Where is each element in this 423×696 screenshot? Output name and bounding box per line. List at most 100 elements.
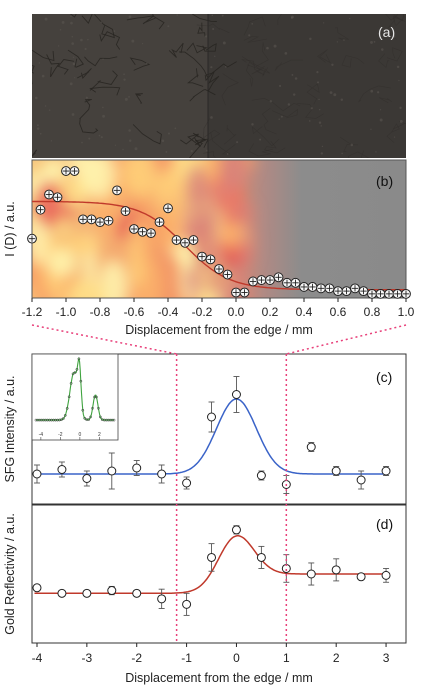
panel-d-point [331,565,341,575]
panel-d-point [231,525,241,535]
panel-b-point [103,215,114,226]
panel-b-point [86,214,97,225]
panel-d-point [107,586,117,596]
panel-b-point [78,214,88,225]
panel-c-point [57,465,67,474]
inset-point [81,408,85,412]
panel-b-point [69,166,80,176]
panel-c-point [182,478,192,488]
panel-d-frame [31,504,407,644]
inset-point [112,418,116,422]
panel-b-point [350,283,360,294]
panel-b-point [307,282,318,292]
panel-b-point [222,269,233,280]
panel-d-point [32,583,42,593]
panel-c-point [381,466,391,476]
panel-c-fit-curve [34,398,387,475]
panel-b-point [256,275,267,285]
panel-b-point [324,283,335,294]
inset-point [83,416,87,420]
panel-b-point [163,203,173,214]
inset-point [71,372,75,376]
panel-c-point [231,390,241,399]
panel-b-tick-label: 0.0 [228,305,245,319]
panel-b-point [154,217,165,228]
panel-b-heatmap [31,159,407,299]
panel-b-tick-label: -1.0 [56,305,77,319]
inset-point [69,381,73,385]
panel-b-point [52,192,63,203]
panel-b-tick-label: -1.2 [22,305,43,319]
panel-b-point [248,276,258,287]
panel-b-point [333,286,343,297]
panel-b-point [231,287,241,298]
panel-c-point [132,463,142,473]
panel-c-point [157,469,167,479]
inset-tick-label: -2 [58,432,63,438]
panel-b-point [265,275,275,285]
inset-point [77,357,81,361]
panel-d-x-ticks: -4 -3 -2 -1 0 1 2 3 [32,643,390,665]
panel-a-micrograph [32,14,406,158]
inset-point [110,418,114,422]
inset-point [52,418,55,422]
inset-point [63,414,67,417]
panel-b-tick-label: -0.6 [124,305,145,319]
panel-b-point [290,277,301,288]
panel-d-point [381,570,391,580]
panel-b-point [137,226,148,237]
inset-point [36,418,40,422]
inset-tick-label: -4 [39,432,44,438]
inset-point [42,418,46,422]
panel-d-tick-label: -4 [32,651,43,665]
panel-b-point [375,288,386,299]
panel-d-tick-label: -3 [82,651,93,665]
inset-point [75,368,79,371]
panel-d-fit-curve [34,535,387,595]
panel-d-point [182,599,192,609]
panel-b-tick-label: 0.2 [262,305,279,319]
inset-point [73,371,77,374]
panel-d-tick-label: -1 [181,651,192,665]
panel-b-point [316,283,326,294]
panel-b-xlabel: Displacement from the edge / mm [125,323,313,337]
panel-c-plot [32,376,391,494]
panel-b-point [197,251,207,262]
panel-d-tick-label: 1 [283,651,290,665]
panel-d-point [356,572,366,582]
inset-point [91,406,94,410]
panel-b-plot [27,166,411,299]
panel-b-tick-label: -0.2 [192,305,213,319]
panel-b-point [401,288,411,299]
panel-label-a: (a) [378,24,395,40]
panel-b-ylabel: I (D) / a.u. [3,201,17,257]
panel-b-tick-label: 1.0 [398,305,415,319]
panel-b-point [205,254,216,265]
panel-b-point [171,235,182,245]
inset-point [95,395,98,399]
panel-c-point [331,466,341,476]
inset-point [44,418,48,422]
inset-point [67,395,71,399]
panel-c-point [82,474,92,483]
panel-b-point [367,288,377,299]
panel-b-tick-label: 0.4 [296,305,313,319]
panel-b-point [146,228,156,239]
panel-b-point [129,224,139,234]
inset-point [48,418,52,422]
panel-d-point [256,552,266,562]
micrograph-texture [32,14,406,158]
panel-c-inset: -4 -2 0 2 [31,353,119,441]
panel-b-tick-label: -0.8 [90,305,111,319]
panel-d-point [132,588,142,598]
panel-b-point [384,288,394,299]
panel-b-tick-label: -0.4 [158,305,179,319]
inset-point [60,418,63,422]
panel-c-point [32,469,42,479]
panel-b-point [358,286,369,297]
panel-b-point [35,204,46,215]
inset-point [106,418,110,422]
panel-b-point [112,185,122,196]
inset-point [50,418,53,422]
panel-b-point [27,233,37,244]
